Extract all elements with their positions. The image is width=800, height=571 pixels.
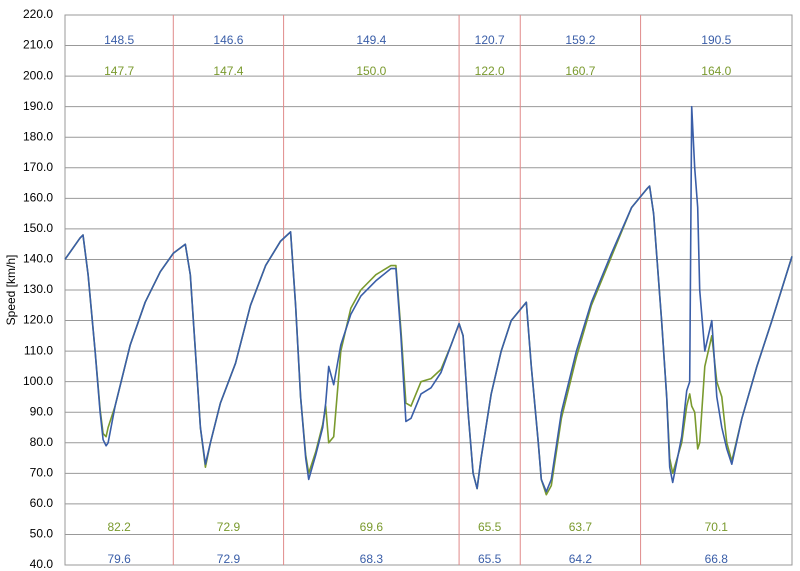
sector-annotation: 164.0 [701, 64, 731, 78]
y-tick-label: 160.0 [23, 191, 53, 205]
sector-annotation: 120.7 [475, 33, 505, 47]
y-axis-label: Speed [km/h] [4, 255, 18, 326]
y-tick-label: 210.0 [23, 38, 53, 52]
sector-annotation: 160.7 [565, 64, 595, 78]
sector-annotation: 63.7 [569, 520, 593, 534]
y-tick-label: 120.0 [23, 313, 53, 327]
sector-annotation: 70.1 [705, 520, 729, 534]
sector-annotation: 147.4 [213, 64, 243, 78]
sector-annotation: 72.9 [217, 552, 241, 566]
sector-annotation: 150.0 [356, 64, 386, 78]
y-tick-label: 100.0 [23, 374, 53, 388]
y-tick-label: 50.0 [30, 527, 54, 541]
sector-annotation: 149.4 [356, 33, 386, 47]
sector-annotation: 64.2 [569, 552, 593, 566]
y-tick-label: 170.0 [23, 160, 53, 174]
y-tick-label: 130.0 [23, 282, 53, 296]
sector-annotation: 65.5 [478, 520, 502, 534]
y-tick-label: 40.0 [30, 557, 54, 571]
sector-annotation: 65.5 [478, 552, 502, 566]
sector-annotation: 159.2 [565, 33, 595, 47]
sector-annotation: 122.0 [475, 64, 505, 78]
sector-annotation: 69.6 [360, 520, 384, 534]
y-tick-label: 190.0 [23, 99, 53, 113]
y-tick-label: 70.0 [30, 466, 54, 480]
y-tick-label: 80.0 [30, 435, 54, 449]
y-tick-label: 90.0 [30, 404, 54, 418]
speed-line [64, 105, 793, 493]
y-tick-label: 150.0 [23, 221, 53, 235]
y-tick-label: 140.0 [23, 252, 53, 266]
sector-annotation: 66.8 [705, 552, 729, 566]
sector-annotation: 190.5 [701, 33, 731, 47]
sector-annotation: 72.9 [217, 520, 241, 534]
sector-annotation: 82.2 [107, 520, 131, 534]
sector-annotation: 68.3 [360, 552, 384, 566]
y-tick-label: 200.0 [23, 68, 53, 82]
sector-annotation: 147.7 [104, 64, 134, 78]
y-tick-label: 220.0 [23, 7, 53, 21]
sector-annotation: 148.5 [104, 33, 134, 47]
y-tick-label: 60.0 [30, 496, 54, 510]
sector-annotation: 79.6 [107, 552, 131, 566]
y-tick-label: 110.0 [24, 343, 53, 357]
y-tick-label: 180.0 [23, 129, 53, 143]
sector-annotation: 146.6 [213, 33, 243, 47]
